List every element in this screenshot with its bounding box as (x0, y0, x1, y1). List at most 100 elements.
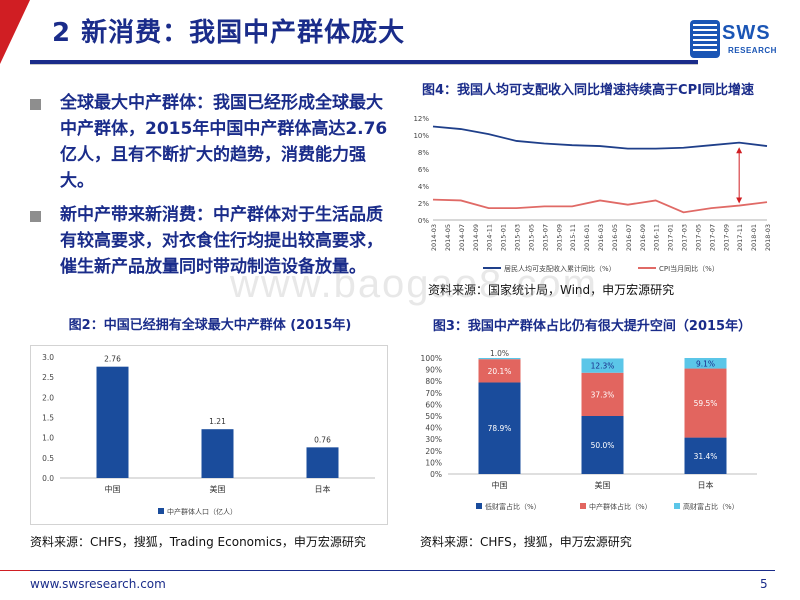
logo-shield-icon (690, 20, 720, 58)
y-tick-label: 12% (413, 115, 429, 123)
stacked-bar-segment (478, 358, 521, 360)
y-tick-label: 70% (425, 389, 442, 398)
footer-url-link[interactable]: www.swsresearch.com (30, 577, 166, 591)
y-tick-label: 10% (425, 458, 442, 467)
bar-value-label: 2.76 (104, 355, 121, 364)
series-line-0 (432, 125, 768, 150)
y-tick-label: 60% (425, 400, 442, 409)
fig3-title: 图3：我国中产群体占比仍有很大提升空间（2015年） (432, 319, 752, 334)
y-tick-label: 80% (425, 377, 442, 386)
fig2-source: 资料来源：CHFS，搜狐，Trading Economics，申万宏源研究 (30, 535, 366, 549)
stacked-bar-segment (478, 382, 521, 474)
y-tick-label: 0.5 (42, 454, 54, 463)
stacked-bar-segment (581, 416, 624, 474)
x-tick-label: 2015-11 (569, 224, 577, 251)
legend-swatch (580, 503, 586, 509)
x-category-label: 日本 (315, 484, 331, 494)
legend-swatch (476, 503, 482, 509)
stacked-bar-segment (684, 368, 727, 438)
y-tick-label: 1.5 (42, 414, 54, 423)
bar (306, 447, 339, 478)
bullet-text: 全球最大中产群体：我国已经形成全球最大中产群体，2015年中国中产群体高达2.7… (60, 93, 388, 191)
fig2-bar-chart: 0.0 0.5 1.0 1.5 2.0 2.5 3.0 2.76 中国 1.21 美国 0.76 日本中… (42, 353, 375, 516)
x-tick-label: 2016-05 (611, 224, 619, 251)
footer-line (30, 570, 775, 571)
y-tick-label: 2.5 (42, 373, 54, 382)
bullet-item: 全球最大中产群体：我国已经形成全球最大中产群体，2015年中国中产群体高达2.7… (30, 90, 390, 194)
segment-value-label: 50.0% (591, 441, 615, 450)
arrow-head-down-icon (736, 197, 743, 204)
fig3-source: 资料来源：CHFS，搜狐，申万宏源研究 (420, 535, 632, 549)
segment-value-label: 20.1% (488, 367, 512, 376)
fig2-panel (30, 345, 388, 525)
bar (201, 429, 234, 478)
x-tick-label: 2017-09 (722, 224, 730, 251)
footer-red-line (0, 570, 30, 571)
x-category-label: 中国 (492, 480, 508, 490)
x-category-label: 中国 (105, 484, 121, 494)
x-tick-label: 2016-03 (597, 224, 605, 251)
page-title: 2 新消费：我国中产群体庞大 (52, 18, 406, 48)
y-tick-label: 0% (430, 470, 442, 479)
bullet-item: 新中产带来新消费：中产群体对于生活品质有较高要求，对衣食住行均提出较高要求，催生… (30, 202, 390, 280)
y-tick-label: 2.0 (42, 393, 54, 402)
x-tick-label: 2014-03 (430, 224, 438, 251)
x-tick-label: 2016-11 (653, 224, 661, 251)
y-tick-label: 40% (425, 424, 442, 433)
x-tick-label: 2018-03 (764, 224, 772, 251)
red-corner-decoration (0, 0, 30, 64)
legend-label: 居民人均可支配收入累计同比（%） (504, 264, 616, 273)
segment-value-label: 9.1% (696, 359, 715, 368)
page-number: 5 (760, 577, 768, 591)
x-tick-label: 2017-05 (694, 224, 702, 251)
bar-value-label: 0.76 (314, 435, 331, 444)
watermark: www.baogao8.com (230, 262, 598, 306)
fig4-line-chart: 0% 2% 4% 6% 8% 10% 12% 2014-03 2014-05 2014-07 201… (413, 115, 772, 273)
bullet-square-icon (30, 211, 41, 222)
x-tick-label: 2014-05 (444, 224, 452, 251)
x-tick-label: 2018-01 (750, 224, 758, 251)
x-tick-label: 2017-11 (736, 224, 744, 251)
bar-value-label: 1.21 (209, 417, 226, 426)
segment-value-label: 12.3% (591, 362, 615, 371)
logo-subtext: RESEARCH (728, 46, 777, 55)
legend-label: 中产群体占比（%） (589, 502, 652, 511)
title-underline (30, 60, 698, 64)
legend-swatch (158, 508, 164, 514)
x-tick-label: 2015-01 (500, 224, 508, 251)
bullet-square-icon (30, 99, 41, 110)
fig4-source: 资料来源：国家统计局，Wind，申万宏源研究 (428, 283, 675, 297)
arrow-head-up-icon (736, 147, 743, 154)
x-category-label: 美国 (210, 484, 226, 494)
x-tick-label: 2014-07 (458, 224, 466, 251)
stacked-bar-segment (581, 372, 624, 416)
x-tick-label: 2014-09 (472, 224, 480, 251)
sws-logo: SWS RESEARCH (690, 18, 790, 64)
title-underline-thin (30, 64, 698, 65)
bar (96, 366, 129, 478)
x-tick-label: 2016-01 (583, 224, 591, 251)
y-tick-label: 6% (418, 166, 429, 174)
fig2-title: 图2：中国已经拥有全球最大中产群体 (2015年) (68, 318, 352, 333)
x-tick-label: 2016-09 (639, 224, 647, 251)
fig3-stacked-bar-chart: 0% 10% 20% 30% 40% 50% 60% 70% 80% 90% 100% 78.9% 20… (421, 350, 757, 511)
y-tick-label: 20% (425, 447, 442, 456)
segment-value-label: 37.3% (591, 390, 615, 399)
x-tick-label: 2014-11 (486, 224, 494, 251)
segment-value-label: 1.0% (490, 350, 509, 358)
logo-wordmark: SWS (722, 22, 771, 44)
segment-value-label: 78.9% (488, 424, 512, 433)
y-tick-label: 3.0 (42, 353, 54, 362)
x-tick-label: 2017-01 (667, 224, 675, 251)
y-tick-label: 90% (425, 366, 442, 375)
bullet-text: 新中产带来新消费：中产群体对于生活品质有较高要求，对衣食住行均提出较高要求，催生… (60, 205, 383, 277)
y-tick-label: 100% (421, 354, 442, 363)
x-category-label: 日本 (698, 480, 714, 490)
y-tick-label: 2% (418, 200, 429, 208)
stacked-bar-segment (684, 437, 727, 474)
series-line-1 (432, 198, 768, 214)
y-tick-label: 30% (425, 435, 442, 444)
x-tick-label: 2015-05 (527, 224, 535, 251)
x-tick-label: 2017-03 (681, 224, 689, 251)
y-tick-label: 50% (425, 412, 442, 421)
